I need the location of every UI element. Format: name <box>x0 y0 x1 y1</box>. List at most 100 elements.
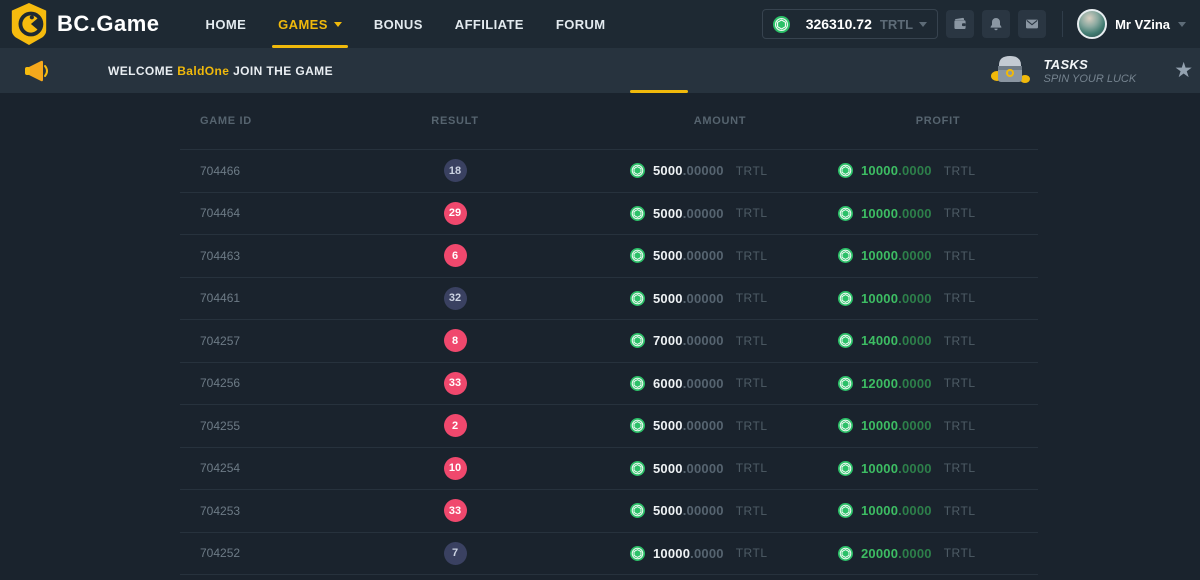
amount-decimals: .00000 <box>682 418 724 434</box>
profit-currency: TRTL <box>943 503 976 518</box>
profit-decimals: .0000 <box>898 163 932 179</box>
amount-currency: TRTL <box>735 376 768 391</box>
header-result: RESULT <box>431 115 479 127</box>
star-icon: ★ <box>1174 59 1194 82</box>
wallet-button[interactable] <box>946 10 975 38</box>
table-row[interactable]: 704255 2 5000.00000 TRTL 10000.0000 TRTL <box>180 405 1038 448</box>
favorites-widget[interactable]: ★ F <box>1174 60 1200 81</box>
table-row[interactable]: 704464 29 5000.00000 TRTL 10000.0000 TRT… <box>180 193 1038 235</box>
profit-cell: 10000.0000 TRTL <box>810 248 1038 264</box>
result-cell: 18 <box>380 159 530 183</box>
wallet-icon <box>954 17 966 30</box>
profit-cell: 10000.0000 TRTL <box>810 418 1038 434</box>
profit-currency: TRTL <box>943 333 976 348</box>
game-id-cell: 704252 <box>200 546 241 561</box>
amount-currency: TRTL <box>735 163 768 178</box>
header-profit: PROFIT <box>915 115 961 127</box>
nav-item-forum[interactable]: FORUM <box>555 16 606 32</box>
amount-value: 5000 <box>653 503 683 519</box>
trtl-coin-icon <box>838 205 853 221</box>
tasks-subtitle: SPIN YOUR LUCK <box>1043 72 1137 85</box>
brand-title[interactable]: BC.Game <box>57 11 160 36</box>
amount-currency: TRTL <box>735 418 768 433</box>
bcgame-logo-icon[interactable] <box>8 2 50 46</box>
amount-cell: 7000.00000 TRTL <box>530 333 810 349</box>
navbar-right: 326310.72 TRTL Mr VZina <box>761 9 1186 39</box>
trtl-coin-icon <box>838 163 853 179</box>
header-game-id: GAME ID <box>200 115 252 127</box>
nav-item-home[interactable]: HOME <box>205 16 247 32</box>
table-row[interactable]: 704461 32 5000.00000 TRTL 10000.0000 TRT… <box>180 278 1038 320</box>
avatar <box>1077 9 1108 39</box>
profit-currency: TRTL <box>943 461 976 476</box>
profit-value: 20000 <box>861 545 899 561</box>
amount-value: 10000 <box>653 545 691 561</box>
messages-button[interactable] <box>1018 10 1047 38</box>
table-row[interactable]: 704463 6 5000.00000 TRTL 10000.0000 TRTL <box>180 235 1038 278</box>
amount-currency: TRTL <box>735 291 768 306</box>
trtl-coin-icon <box>630 460 645 476</box>
trtl-coin-icon <box>630 375 645 391</box>
profit-value: 12000 <box>861 375 899 391</box>
result-badge: 2 <box>443 414 467 438</box>
table-row[interactable]: 704254 10 5000.00000 TRTL 10000.0000 TRT… <box>180 448 1038 490</box>
result-badge: 8 <box>443 329 467 353</box>
profit-value: 10000 <box>861 163 899 179</box>
profit-currency: TRTL <box>943 418 976 433</box>
result-cell: 33 <box>380 499 530 523</box>
profit-decimals: .0000 <box>898 290 932 306</box>
profit-value: 10000 <box>861 503 899 519</box>
bets-table: GAME ID RESULT AMOUNT PROFIT 704466 18 5… <box>180 93 1038 575</box>
welcome-suffix: JOIN THE GAME <box>233 63 333 78</box>
amount-currency: TRTL <box>735 206 768 221</box>
balance-selector[interactable]: 326310.72 TRTL <box>761 9 939 39</box>
table-row[interactable]: 704257 8 7000.00000 TRTL 14000.0000 TRTL <box>180 320 1038 363</box>
table-row[interactable]: 704256 33 6000.00000 TRTL 12000.0000 TRT… <box>180 363 1038 405</box>
megaphone-icon <box>25 60 48 81</box>
trtl-coin-icon <box>838 545 853 561</box>
user-menu[interactable]: Mr VZina <box>1077 9 1186 39</box>
result-cell: 29 <box>380 201 530 225</box>
profit-decimals: .0000 <box>898 205 932 221</box>
game-id-cell: 704253 <box>200 503 241 518</box>
active-tab-indicator <box>630 90 688 93</box>
result-cell: 32 <box>380 286 530 310</box>
tasks-widget[interactable]: TASKS SPIN YOUR LUCK <box>988 52 1137 90</box>
result-badge: 10 <box>443 456 467 480</box>
nav-item-affiliate[interactable]: AFFILIATE <box>454 16 524 32</box>
nav-item-bonus[interactable]: BONUS <box>373 16 423 32</box>
amount-cell: 5000.00000 TRTL <box>530 248 810 264</box>
result-badge: 18 <box>443 159 467 183</box>
trtl-coin-icon <box>838 290 853 306</box>
profit-currency: TRTL <box>943 163 976 178</box>
table-row[interactable]: 704466 18 5000.00000 TRTL 10000.0000 TRT… <box>180 150 1038 193</box>
nav-item-games[interactable]: GAMES <box>262 0 358 48</box>
amount-decimals: .00000 <box>682 163 724 179</box>
result-badge: 29 <box>443 201 467 225</box>
amount-decimals: .00000 <box>682 333 724 349</box>
profit-cell: 20000.0000 TRTL <box>810 545 1038 561</box>
welcome-message: WELCOME BaldOne JOIN THE GAME <box>108 64 333 78</box>
amount-decimals: .0000 <box>690 545 724 561</box>
amount-value: 5000 <box>653 248 683 264</box>
amount-cell: 5000.00000 TRTL <box>530 503 810 519</box>
welcome-username: BaldOne <box>177 63 230 78</box>
table-body: 704466 18 5000.00000 TRTL 10000.0000 TRT… <box>180 150 1038 575</box>
trtl-coin-icon <box>838 375 853 391</box>
trtl-coin-icon <box>630 333 645 349</box>
profit-value: 10000 <box>861 460 899 476</box>
game-id-cell: 704463 <box>200 248 241 263</box>
profit-decimals: .0000 <box>898 545 932 561</box>
amount-decimals: .00000 <box>682 460 724 476</box>
amount-cell: 6000.00000 TRTL <box>530 375 810 391</box>
table-row[interactable]: 704253 33 5000.00000 TRTL 10000.0000 TRT… <box>180 490 1038 533</box>
profit-decimals: .0000 <box>898 333 932 349</box>
amount-currency: TRTL <box>735 461 768 476</box>
table-row[interactable]: 704252 7 10000.0000 TRTL 20000.0000 TRTL <box>180 533 1038 575</box>
notifications-button[interactable] <box>982 10 1011 38</box>
game-id-cell: 704466 <box>200 163 241 178</box>
profit-decimals: .0000 <box>898 375 932 391</box>
amount-cell: 5000.00000 TRTL <box>530 460 810 476</box>
profit-cell: 10000.0000 TRTL <box>810 460 1038 476</box>
profit-currency: TRTL <box>943 206 976 221</box>
